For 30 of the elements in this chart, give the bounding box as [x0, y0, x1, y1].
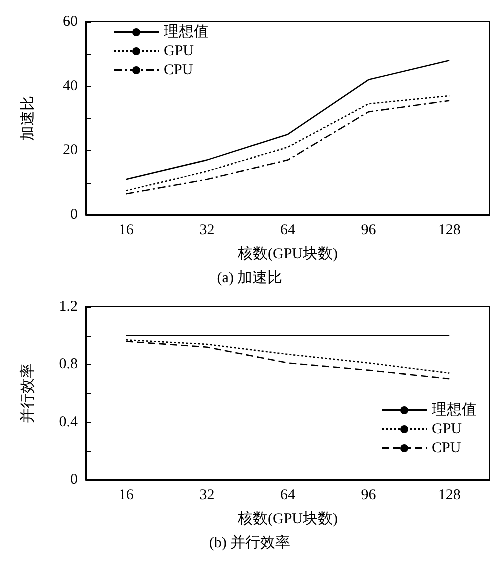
- y-tick-label: 0: [70, 472, 78, 488]
- legend-label: CPU: [164, 62, 194, 78]
- legend-label: GPU: [432, 422, 462, 438]
- x-tick-label: 64: [280, 222, 296, 238]
- legend-label: CPU: [432, 440, 462, 456]
- x-tick-label: 32: [200, 488, 215, 504]
- y-axis-title: 加速比: [20, 96, 36, 141]
- text: (b) 并行效率: [209, 534, 291, 552]
- y-tick-label: 20: [63, 142, 78, 159]
- x-axis-title: 核数(GPU块数): [237, 510, 338, 528]
- x-tick-label: 16: [118, 488, 134, 504]
- x-tick-label: 128: [438, 488, 461, 504]
- y-tick-label: 0.8: [59, 356, 78, 373]
- x-tick-label: 96: [361, 488, 377, 504]
- y-tick-label: 60: [63, 14, 78, 30]
- x-tick-label: 32: [200, 222, 215, 238]
- x-tick-label: 96: [361, 222, 377, 238]
- y-tick-label: 0.4: [59, 414, 78, 430]
- y-tick-label: 40: [63, 78, 78, 94]
- legend-label: 理想值: [432, 402, 477, 418]
- legend-label: 理想值: [164, 24, 209, 40]
- x-axis-title: 核数(GPU块数): [237, 246, 338, 262]
- y-tick-label: 0: [70, 207, 78, 223]
- y-axis-title: 并行效率: [20, 364, 36, 424]
- y-tick-label: 1.2: [59, 299, 78, 315]
- legend-label: GPU: [164, 44, 194, 60]
- x-tick-label: 16: [118, 222, 134, 238]
- x-tick-label: 64: [280, 488, 296, 504]
- text: (a) 加速比: [217, 270, 283, 286]
- x-tick-label: 128: [438, 222, 461, 238]
